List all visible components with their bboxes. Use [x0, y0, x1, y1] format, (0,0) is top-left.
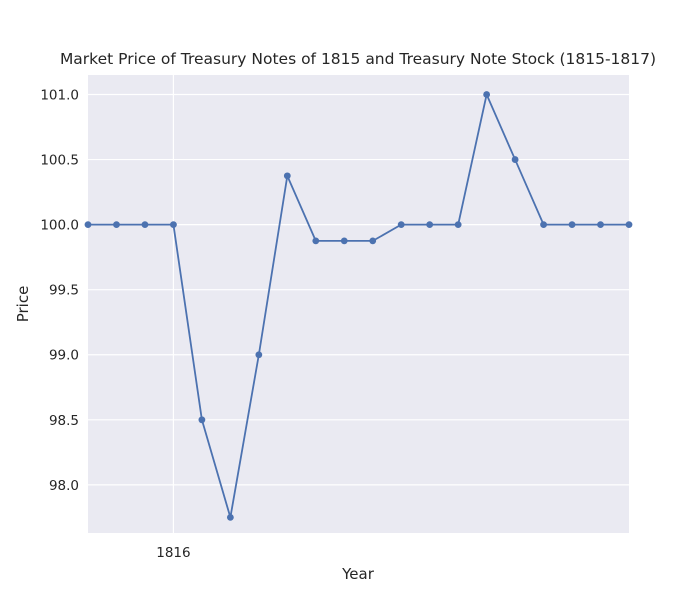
y-tick-label: 98.5 [49, 413, 79, 429]
y-tick-label: 99.5 [49, 283, 79, 299]
y-axis-ticks: 98.0 98.5 99.0 99.5 100.0 100.5 101.0 [40, 88, 79, 494]
y-tick-label: 98.0 [49, 478, 79, 494]
data-point [597, 221, 604, 229]
data-point [511, 156, 519, 163]
data-point [369, 237, 377, 245]
grid-lines [88, 75, 629, 533]
data-point [226, 513, 234, 521]
data-point [483, 91, 491, 98]
series-line [88, 93, 629, 519]
y-tick-label: 101.0 [40, 88, 79, 104]
y-axis-label: Price [14, 286, 32, 323]
chart-title: Market Price of Treasury Notes of 1815 a… [60, 50, 656, 68]
y-tick-label: 100.5 [40, 153, 79, 169]
data-point [170, 221, 177, 229]
data-point [340, 237, 348, 245]
data-point [397, 221, 405, 229]
data-point [312, 237, 320, 245]
data-point [283, 172, 291, 180]
data-point [198, 416, 206, 424]
data-point [141, 221, 149, 229]
data-point [426, 221, 434, 229]
data-point [255, 351, 263, 359]
x-axis-label: Year [341, 565, 375, 583]
data-point [454, 221, 462, 229]
data-point [568, 221, 576, 229]
y-tick-label: 99.0 [49, 348, 79, 364]
plot-area [88, 75, 629, 533]
x-axis-ticks: 1816 [156, 545, 190, 561]
data-point [540, 221, 547, 229]
series-layer [84, 91, 633, 521]
data-point [113, 221, 120, 229]
data-point [625, 221, 633, 229]
y-tick-label: 100.0 [40, 218, 79, 234]
x-tick-label: 1816 [156, 545, 190, 561]
data-point [84, 221, 92, 229]
